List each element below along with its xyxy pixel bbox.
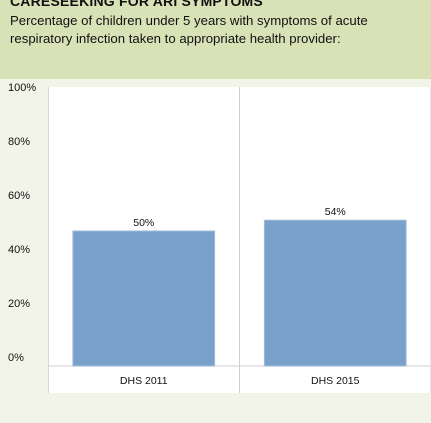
chart-subtitle: Percentage of children under 5 years wit… — [10, 13, 368, 46]
x-tick-label: DHS 2015 — [311, 375, 360, 387]
y-tick-label: 0% — [8, 352, 24, 364]
data-label: 54% — [325, 206, 346, 218]
data-labels: 50% 54% — [133, 206, 346, 229]
x-tick-label: DHS 2011 — [120, 375, 168, 387]
y-tick-label: 80% — [8, 136, 30, 148]
y-tick-label: 60% — [8, 190, 30, 202]
y-axis-ticks: 0% 20% 40% 60% 80% 100% — [8, 82, 36, 364]
bars — [72, 219, 407, 367]
data-label: 50% — [133, 217, 154, 229]
bar — [263, 219, 407, 367]
y-tick-label: 20% — [8, 298, 30, 310]
y-tick-label: 40% — [8, 244, 30, 256]
chart-header: CARESEEKING FOR ARI SYMPTOMS Percentage … — [0, 0, 431, 79]
y-tick-label: 100% — [8, 82, 36, 94]
bar — [72, 230, 216, 367]
x-axis-ticks: DHS 2011 DHS 2015 — [120, 375, 360, 387]
chart-title: CARESEEKING FOR ARI SYMPTOMS — [10, 0, 263, 9]
